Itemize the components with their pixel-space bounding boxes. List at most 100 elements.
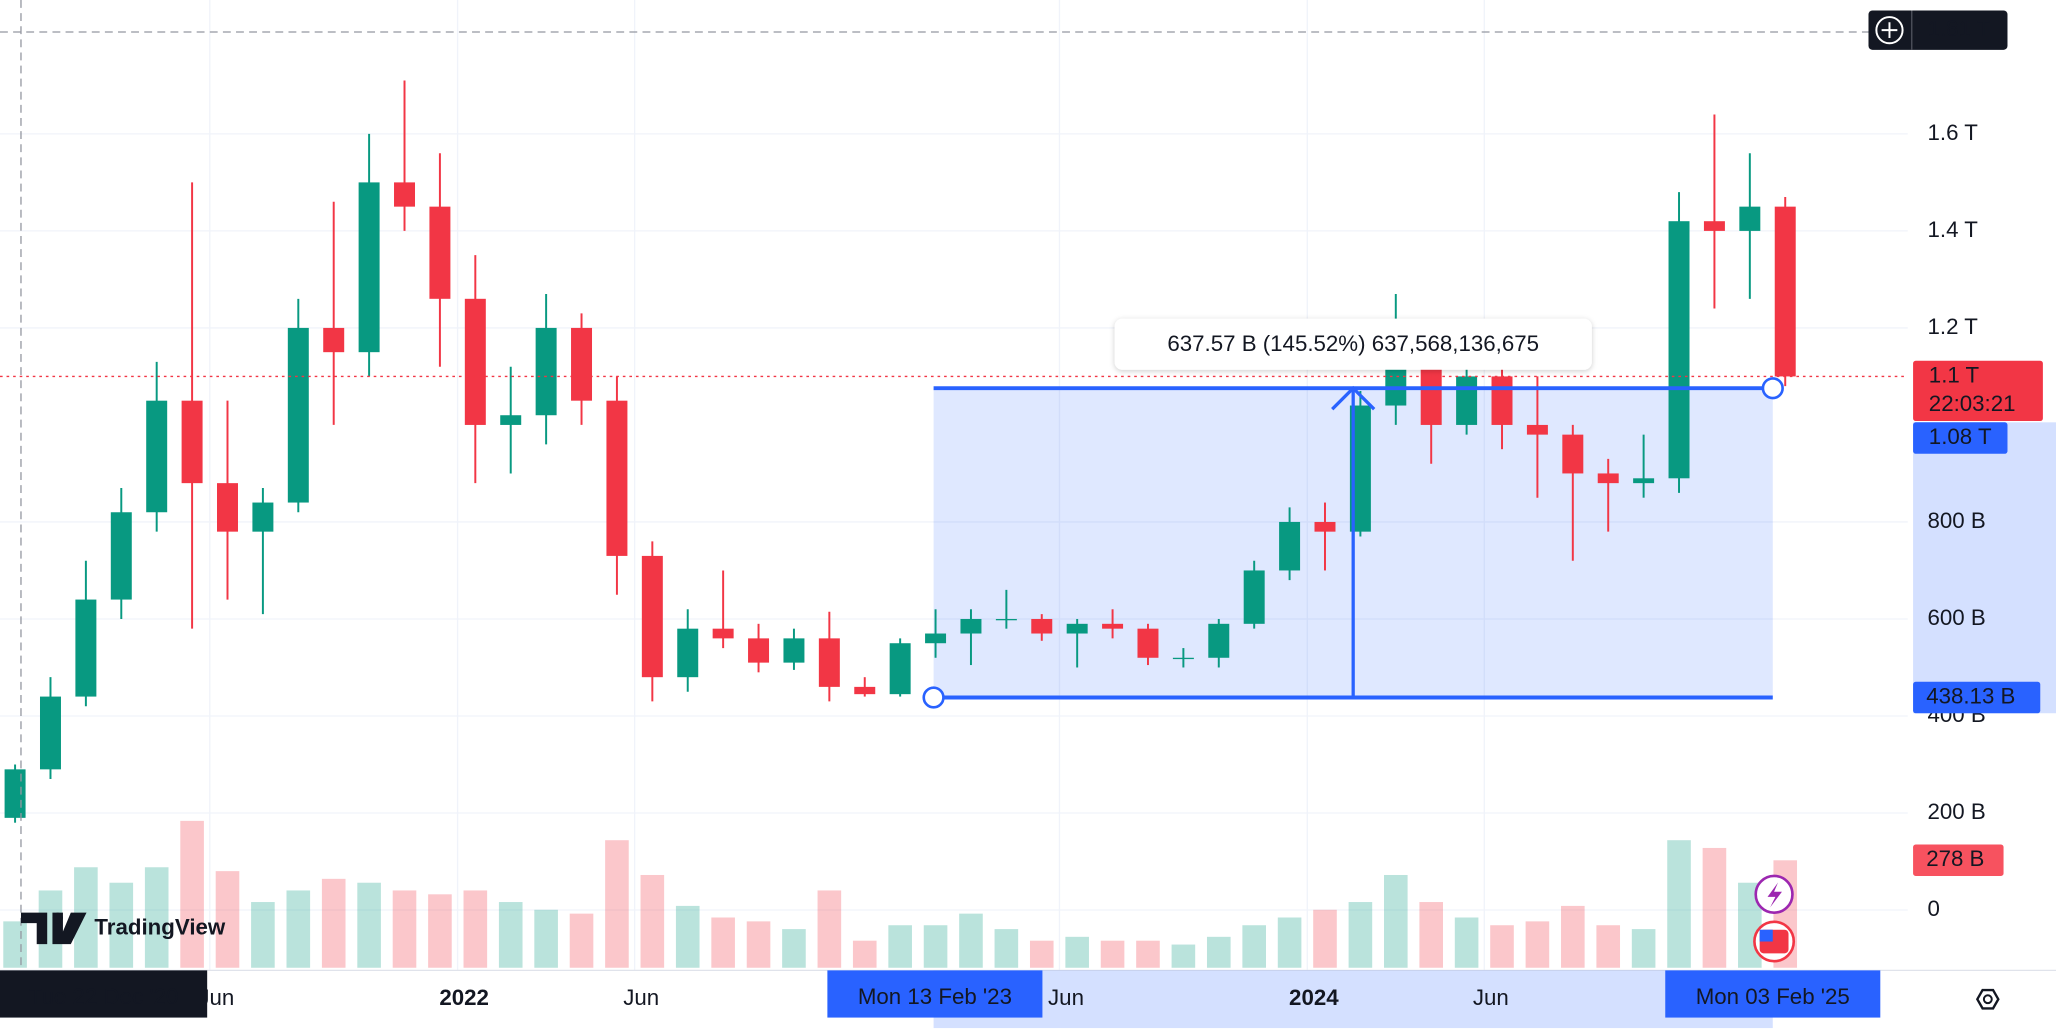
volume-bar (782, 929, 806, 968)
candle-body (1349, 405, 1371, 532)
volume-bar (498, 902, 523, 968)
candle-body (925, 633, 947, 644)
candle-body (783, 638, 805, 663)
x-tick-label: Jun (623, 985, 659, 1010)
measure-arrow-head (1331, 385, 1376, 411)
volume-bar (357, 882, 381, 968)
settings-button[interactable] (1975, 988, 2000, 1010)
brand-text: TradingView (94, 914, 226, 939)
crosshair-date-box (0, 970, 208, 1018)
crosshair-price-label: 1.81 T (1928, 16, 1991, 41)
logo-dot (52, 912, 63, 924)
candle-body (1668, 221, 1690, 479)
candle-body (1456, 376, 1478, 425)
candle-body (1703, 221, 1725, 231)
volume-bar (675, 905, 700, 968)
volume-bar (534, 909, 558, 968)
candle-body (146, 400, 168, 513)
candle-body (429, 206, 451, 299)
candle-body (1633, 478, 1655, 484)
candle-body (75, 599, 97, 697)
measure-end-date: Mon 03 Feb '25 (1696, 984, 1850, 1009)
volume-bar (286, 890, 311, 968)
volume-bar (994, 929, 1019, 968)
candle-body (1102, 623, 1124, 629)
add-alert-button[interactable] (1875, 16, 1904, 45)
volume-bar (1490, 925, 1514, 968)
volume-bar (817, 890, 842, 968)
crosshair-date: Tue 22 Dec '20 (29, 984, 179, 1009)
x-tick-label: 2022 (439, 985, 489, 1010)
candle-body (358, 182, 380, 353)
candle-body (217, 483, 238, 532)
candle-body (571, 327, 593, 401)
price-axis-bg (1907, 0, 2056, 971)
y-tick-label: 1.2 T (1928, 314, 1979, 339)
logo-mark (20, 912, 87, 945)
volume-bar (1348, 902, 1373, 968)
candle-body (1031, 618, 1053, 634)
candle-body (960, 618, 982, 634)
volume-bar (38, 890, 63, 968)
measure-label-box (1114, 318, 1592, 370)
volume-bar (1596, 925, 1621, 968)
volume-bar (321, 878, 346, 968)
candle-body (1420, 366, 1442, 425)
y-tick-label: 1.4 T (1928, 217, 1979, 242)
candle-body (181, 400, 203, 484)
candle-body (1314, 521, 1336, 532)
volume-label-box (1913, 844, 2004, 876)
volume-bar (1100, 940, 1125, 968)
candle-body (535, 327, 557, 416)
last-price-label: 1.1 T (1929, 362, 1980, 387)
volume-bar (144, 867, 169, 968)
candle-body (606, 400, 628, 556)
candle-body (1137, 628, 1159, 658)
crosshair-price-box (1868, 10, 2008, 50)
candle-body (995, 618, 1017, 621)
volume-bar (109, 882, 134, 968)
x-tick-label: 2024 (1289, 985, 1339, 1010)
volume-bar (3, 921, 27, 968)
measure-from-box (1913, 681, 2041, 714)
candle-body (39, 696, 61, 770)
volume-bar (605, 840, 629, 968)
volume-label: 278 B (1926, 846, 1984, 871)
candle-body (1774, 206, 1796, 377)
x-tick-label: Jun (1048, 985, 1084, 1010)
candle-body (1597, 473, 1619, 484)
measure-start-date-box (827, 970, 1043, 1018)
volume-bar (711, 917, 735, 968)
volume-bar (1525, 921, 1550, 968)
volume-bar (852, 940, 877, 968)
volume-bar (74, 867, 98, 968)
volume-bar (1667, 840, 1691, 968)
measure-handle[interactable] (922, 686, 945, 709)
candle-body (500, 415, 522, 425)
volume-bar (180, 820, 204, 968)
volume-bar (1171, 944, 1196, 968)
candle-body (818, 638, 840, 687)
volume-bar (1242, 925, 1266, 968)
measure-to-box (1913, 422, 2008, 454)
plot-area (3, 80, 1798, 968)
measure-handle[interactable] (1761, 377, 1784, 400)
volume-bar (1277, 917, 1302, 968)
volume-bar (1313, 909, 1337, 968)
candle-body (1526, 424, 1548, 435)
candle-body (287, 327, 309, 503)
countdown: 22:03:21 (1929, 391, 2016, 416)
candle-body (1562, 434, 1584, 474)
volume-bar (923, 925, 948, 968)
alert-bolt (1767, 882, 1782, 908)
volume-bar (1136, 940, 1160, 968)
y-tick-label: 1.6 T (1928, 120, 1979, 145)
volume-bar (746, 921, 771, 968)
candle-body (1066, 623, 1088, 634)
candle-body (1208, 623, 1230, 658)
candle-body (1491, 376, 1513, 425)
y-tick-label: 800 B (1928, 508, 1986, 533)
measure-label: 637.57 B (145.52%) 637,568,136,675 (1167, 331, 1539, 356)
